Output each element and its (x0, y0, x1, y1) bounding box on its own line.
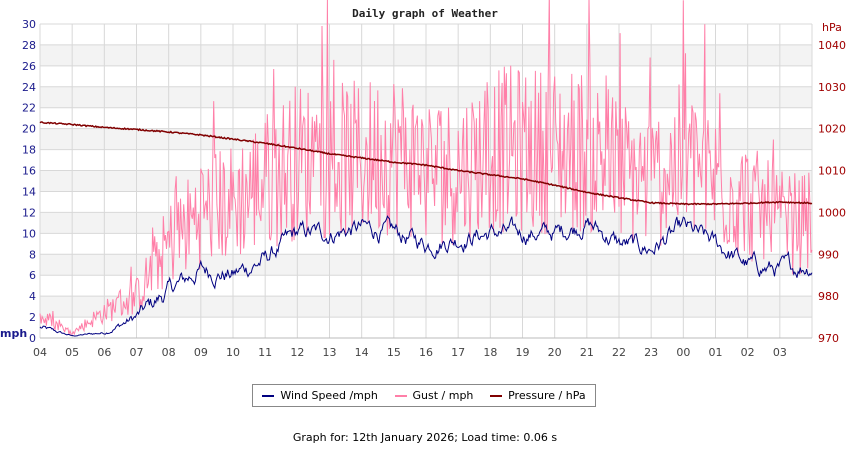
x-tick-label: 13 (323, 346, 337, 359)
weather-chart: Daily graph of Weather 02468101214161820… (0, 0, 846, 359)
y-left-tick-label: 20 (22, 123, 36, 136)
series-line-pressure (39, 121, 813, 206)
y-left-tick-label: 10 (22, 227, 36, 240)
x-tick-label: 16 (419, 346, 433, 359)
x-tick-label: 06 (97, 346, 111, 359)
left-axis-label: mph (0, 327, 27, 340)
legend: Wind Speed /mph Gust / mph Pressure / hP… (252, 384, 596, 407)
y-left-tick-label: 4 (29, 290, 36, 303)
y-left-tick-label: 0 (29, 332, 36, 345)
x-tick-label: 18 (483, 346, 497, 359)
y-left-tick-label: 6 (29, 269, 36, 282)
y-left-tick-label: 16 (22, 165, 36, 178)
legend-item-pressure: Pressure / hPa (490, 389, 586, 402)
x-tick-label: 04 (33, 346, 47, 359)
chart-title: Daily graph of Weather (352, 7, 498, 20)
x-tick-label: 10 (226, 346, 240, 359)
x-tick-label: 19 (516, 346, 530, 359)
y-left-tick-label: 28 (22, 39, 36, 52)
x-tick-label: 12 (290, 346, 304, 359)
series-line-gust (39, 0, 813, 336)
x-tick-label: 20 (548, 346, 562, 359)
footer-text: Graph for: 12th January 2026; Load time:… (292, 431, 558, 444)
y-right-tick-label: 1030 (818, 81, 846, 94)
x-tick-label: 15 (387, 346, 401, 359)
x-tick-label: 09 (194, 346, 208, 359)
y-right-tick-label: 970 (818, 332, 839, 345)
y-right-tick-label: 1000 (818, 206, 846, 219)
x-tick-label: 14 (355, 346, 369, 359)
x-tick-label: 02 (741, 346, 755, 359)
y-left-tick-label: 14 (22, 185, 36, 198)
y-left-tick-label: 30 (22, 18, 36, 31)
y-left-tick-label: 26 (22, 60, 36, 73)
y-left-tick-label: 24 (22, 81, 36, 94)
x-tick-label: 11 (258, 346, 272, 359)
y-left-tick-label: 8 (29, 248, 36, 261)
x-tick-label: 01 (709, 346, 723, 359)
y-right-tick-label: 1010 (818, 165, 846, 178)
y-right-tick-label: 990 (818, 248, 839, 261)
y-right-tick-label: 1020 (818, 123, 846, 136)
x-tick-label: 03 (773, 346, 787, 359)
y-left-tick-label: 18 (22, 144, 36, 157)
legend-item-wind: Wind Speed /mph (262, 389, 378, 402)
y-left-tick-label: 2 (29, 311, 36, 324)
x-tick-label: 23 (644, 346, 658, 359)
x-tick-label: 08 (162, 346, 176, 359)
y-left-tick-label: 22 (22, 102, 36, 115)
x-tick-label: 05 (65, 346, 79, 359)
x-tick-label: 21 (580, 346, 594, 359)
y-right-tick-label: 980 (818, 290, 839, 303)
x-tick-label: 07 (130, 346, 144, 359)
series-line-wind (39, 215, 813, 337)
y-left-tick-label: 12 (22, 206, 36, 219)
right-axis-label: hPa (822, 21, 842, 34)
x-tick-label: 17 (451, 346, 465, 359)
y-right-tick-label: 1040 (818, 39, 846, 52)
x-tick-label: 22 (612, 346, 626, 359)
legend-item-gust: Gust / mph (394, 389, 473, 402)
x-tick-label: 00 (676, 346, 690, 359)
